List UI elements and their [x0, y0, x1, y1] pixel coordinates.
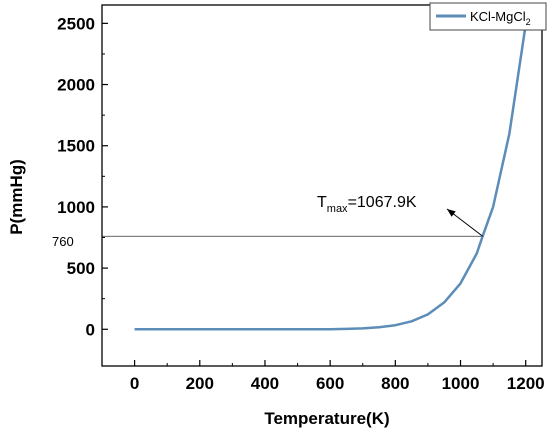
plot-area: [102, 24, 527, 331]
tmax-arrow-head: [447, 209, 456, 217]
axes: [101, 4, 543, 367]
x-tick-label: 0: [130, 374, 139, 393]
x-axis-title: Temperature(K): [264, 409, 389, 428]
x-tick-label: 1000: [442, 374, 480, 393]
series-line: [134, 24, 527, 331]
y-tick-label: 0: [86, 320, 95, 339]
x-tick-label: 400: [251, 374, 279, 393]
y-axis-title: P(mmHg): [7, 159, 26, 235]
axis-frame: [101, 4, 543, 367]
tmax-subscript: max: [327, 203, 348, 215]
x-tick-label: 600: [316, 374, 344, 393]
legend-series-name: KCl-MgCl: [470, 9, 526, 24]
y-tick-label: 1500: [57, 137, 95, 156]
labels: 0 200 400 600 800 1000 1200 0 500 1000 1500 2000 250…: [57, 14, 544, 393]
legend: KCl-MgCl2: [429, 2, 547, 31]
x-tick-label: 800: [381, 374, 409, 393]
legend-series-subscript: 2: [526, 17, 531, 27]
y-tick-label: 2000: [57, 76, 95, 95]
tmax-suffix: =1067.9K: [348, 194, 417, 211]
legend-entry: KCl-MgCl2: [470, 9, 531, 27]
y-tick-label: 1000: [57, 198, 95, 217]
x-tick-label: 1200: [507, 374, 545, 393]
ref-line-label: 760: [52, 234, 74, 249]
tmax-annotation: Tmax=1067.9K: [317, 194, 417, 215]
x-tick-label: 200: [186, 374, 214, 393]
y-tick-label: 500: [67, 259, 95, 278]
y-tick-label: 2500: [57, 14, 95, 33]
tmax-prefix: T: [317, 194, 327, 211]
